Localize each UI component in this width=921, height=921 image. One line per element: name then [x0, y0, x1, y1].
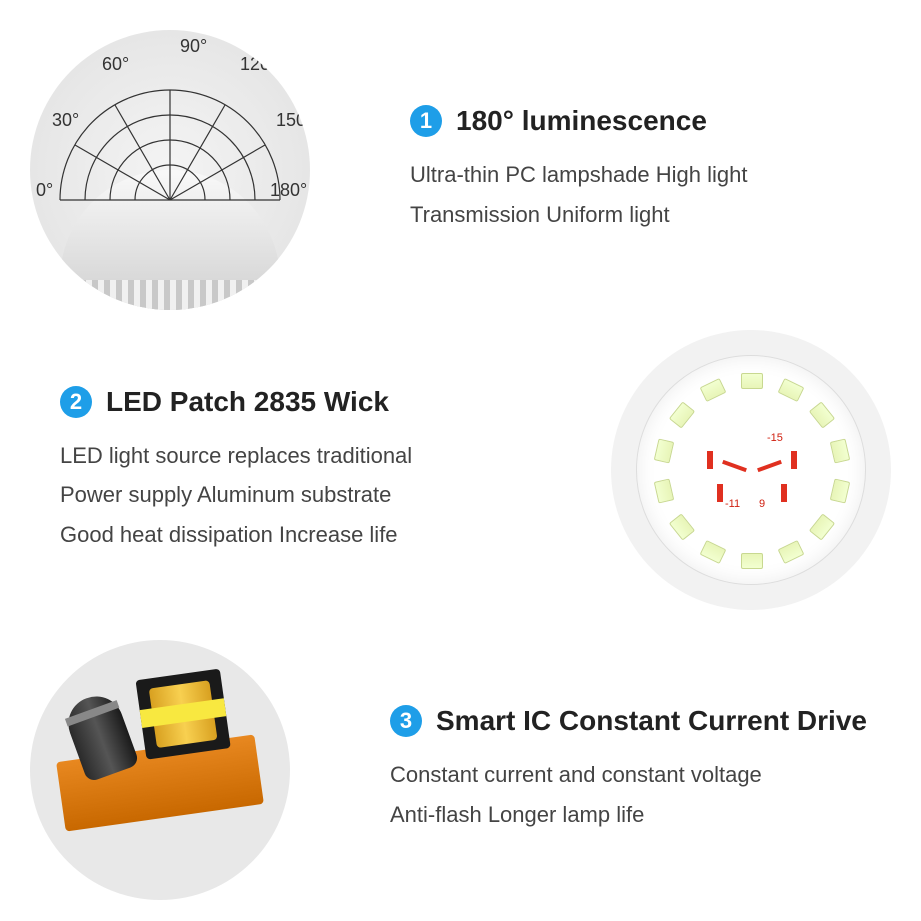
feature-1-line-1: Ultra-thin PC lampshade High light	[410, 155, 748, 195]
led-red-mark	[757, 460, 782, 472]
led-red-mark	[781, 484, 787, 502]
feature-3-title: Smart IC Constant Current Drive	[436, 705, 867, 737]
angle-label-150: 150°	[276, 110, 310, 131]
angle-diagram-svg	[30, 50, 310, 218]
led-red-mark	[791, 451, 797, 469]
feature-2-line-1: LED light source replaces traditional	[60, 436, 412, 476]
feature-3-line-2: Anti-flash Longer lamp life	[390, 795, 867, 835]
feature-1-text: 1 180° luminescence Ultra-thin PC lampsh…	[370, 105, 788, 234]
led-board-circle: -15 -11 9	[611, 330, 891, 610]
led-chip	[669, 401, 695, 428]
led-chip	[809, 514, 835, 541]
transformer	[135, 669, 230, 760]
capacitor	[61, 689, 140, 783]
bulb-fins	[80, 280, 260, 310]
angle-label-0: 0°	[36, 180, 53, 201]
angle-label-90: 90°	[180, 36, 207, 57]
led-chip	[700, 540, 727, 564]
feature-3-line-1: Constant current and constant voltage	[390, 755, 867, 795]
badge-3: 3	[390, 705, 422, 737]
led-red-mark	[717, 484, 723, 502]
angle-label-60: 60°	[102, 54, 129, 75]
feature-1-line-2: Transmission Uniform light	[410, 195, 748, 235]
pcb-board	[56, 734, 264, 831]
feature-2-text: 2 LED Patch 2835 Wick LED light source r…	[20, 386, 452, 555]
feature-row-1: 0° 30° 60° 90° 120° 150° 180° 1 180° lum…	[0, 30, 921, 310]
led-text-9: 9	[759, 498, 765, 510]
led-chip	[778, 378, 805, 402]
led-chip	[829, 479, 849, 504]
feature-row-2: 2 LED Patch 2835 Wick LED light source r…	[0, 330, 921, 610]
badge-2: 2	[60, 386, 92, 418]
led-text-11: -11	[725, 498, 740, 510]
led-red-mark	[722, 460, 747, 472]
led-red-mark	[707, 451, 713, 469]
capacitor-band	[65, 700, 119, 726]
led-chip	[778, 540, 805, 564]
angle-label-180: 180°	[270, 180, 307, 201]
led-chip	[829, 438, 849, 463]
angle-diagram-circle: 0° 30° 60° 90° 120° 150° 180°	[30, 30, 310, 310]
feature-1-title: 180° luminescence	[456, 105, 707, 137]
led-chip	[654, 479, 674, 504]
feature-2-heading: 2 LED Patch 2835 Wick	[60, 386, 412, 418]
angle-label-30: 30°	[52, 110, 79, 131]
led-board: -15 -11 9	[636, 355, 866, 585]
led-chip	[741, 553, 763, 569]
led-chip	[700, 378, 727, 402]
led-text-15: -15	[767, 432, 783, 444]
feature-3-text: 3 Smart IC Constant Current Drive Consta…	[350, 705, 907, 834]
led-chip	[741, 373, 763, 389]
led-chip	[669, 514, 695, 541]
led-chip	[809, 401, 835, 428]
feature-2-title: LED Patch 2835 Wick	[106, 386, 389, 418]
feature-3-heading: 3 Smart IC Constant Current Drive	[390, 705, 867, 737]
angle-label-120: 120°	[240, 54, 277, 75]
feature-2-line-2: Power supply Aluminum substrate	[60, 475, 412, 515]
feature-2-line-3: Good heat dissipation Increase life	[60, 515, 412, 555]
feature-1-heading: 1 180° luminescence	[410, 105, 748, 137]
led-chip	[654, 438, 674, 463]
badge-1: 1	[410, 105, 442, 137]
driver-board-circle	[30, 640, 290, 900]
feature-row-3: 3 Smart IC Constant Current Drive Consta…	[0, 640, 921, 900]
